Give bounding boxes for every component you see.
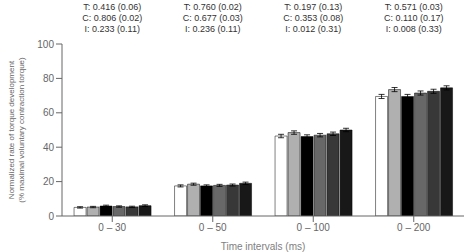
svg-text:60: 60 [43,107,55,118]
svg-text:Normalized rate of torque deve: Normalized rate of torque development(% … [8,57,26,203]
svg-text:T: 0.571 (0.03)C: 0.110 (0.17): T: 0.571 (0.03)C: 0.110 (0.17)I: 0.008 (… [384,2,443,34]
svg-text:0 – 30: 0 – 30 [98,222,126,233]
svg-text:80: 80 [43,73,55,84]
svg-text:T: 0.760 (0.02)C: 0.677 (0.03): T: 0.760 (0.02)C: 0.677 (0.03)I: 0.236 (… [183,2,243,34]
svg-text:T: 0.197 (0.13)C: 0.353 (0.08): T: 0.197 (0.13)C: 0.353 (0.08)I: 0.012 (… [283,2,343,34]
svg-text:40: 40 [43,142,55,153]
svg-text:0: 0 [48,211,54,222]
svg-text:100: 100 [37,39,54,50]
svg-text:T: 0.416 (0.06)C: 0.806 (0.02): T: 0.416 (0.06)C: 0.806 (0.02)I: 0.233 (… [82,2,142,34]
svg-text:0 – 100: 0 – 100 [297,222,331,233]
svg-text:Time intervals (ms): Time intervals (ms) [221,241,306,252]
svg-text:0 – 200: 0 – 200 [397,222,431,233]
svg-text:20: 20 [43,176,55,187]
svg-text:0 – 50: 0 – 50 [199,222,227,233]
